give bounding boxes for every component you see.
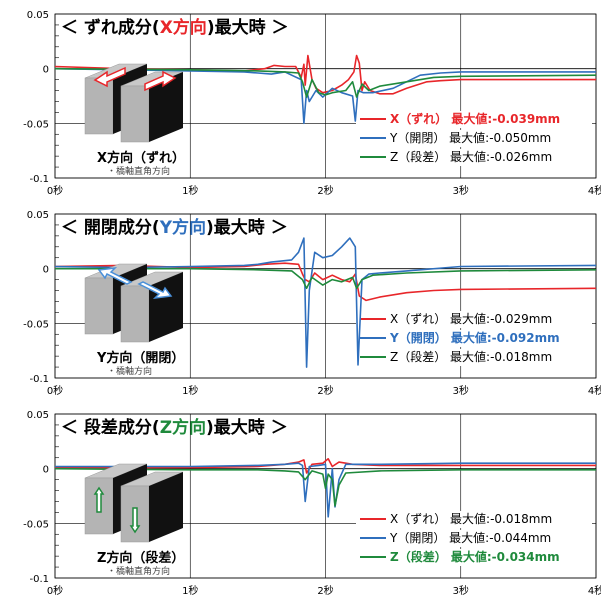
title-text: ＜ 開閉成分( — [61, 217, 160, 238]
legend-entry: Z（段差） 最大値:-0.018mm — [390, 349, 552, 364]
legend-entry: Y（開閉） 最大値:-0.092mm — [389, 330, 560, 345]
plot-frame — [54, 213, 597, 379]
series-line — [54, 67, 596, 125]
x-tick-label: 3秒 — [453, 184, 469, 197]
series-line — [55, 267, 597, 290]
right-block-side — [149, 472, 183, 542]
y-tick-label: -0.1 — [29, 574, 49, 585]
legend-entry: X（ずれ） 最大値:-0.018mm — [390, 511, 552, 526]
title-text: ＜ ずれ成分( — [61, 17, 160, 38]
y-tick-label: -0.05 — [23, 319, 49, 330]
series-line — [54, 67, 597, 98]
y-tick-label: -0.1 — [29, 174, 49, 185]
block-illustration — [84, 63, 184, 143]
series-line — [54, 467, 596, 507]
title-text: )最大時 ＞ — [207, 17, 289, 38]
left-block-front — [84, 277, 114, 335]
z-direction-arrow-icon — [129, 507, 141, 534]
y-tick-label: -0.05 — [23, 119, 49, 130]
series-line — [55, 462, 596, 518]
x-tick-label: 0秒 — [47, 184, 63, 197]
x-direction-arrow-icon — [93, 66, 126, 88]
right-block-side — [149, 72, 183, 142]
x-tick-label: 4秒 — [588, 184, 601, 197]
block-illustration — [84, 463, 184, 543]
series-line — [54, 237, 597, 368]
legend-entry: Z（段差） 最大値:-0.034mm — [390, 549, 560, 564]
left-block-front — [84, 77, 114, 135]
block-sublabel: ・橋軸方向 — [107, 365, 152, 377]
legend-entry: Y（開閉） 最大値:-0.044mm — [389, 530, 551, 545]
block-label: Z方向（段差） — [97, 550, 184, 566]
y-tick-label: 0.05 — [27, 10, 49, 21]
x-tick-label: 3秒 — [453, 384, 469, 397]
title-accent: Y方向 — [159, 217, 206, 238]
legend-bg — [356, 349, 592, 366]
legend-entry: Y（開閉） 最大値:-0.050mm — [389, 130, 551, 145]
chart-panel-2: 0.05 0 -0.05 -0.10秒 1秒 2秒 3秒 4秒 X（ずれ） 最大値:-0.029… — [23, 210, 601, 397]
y-tick-label: 0 — [43, 465, 49, 476]
x-tick-label: 4秒 — [588, 584, 601, 597]
x-direction-arrow-icon — [144, 70, 177, 92]
legend-bg — [356, 530, 592, 547]
title-text: )最大時 ＞ — [206, 417, 288, 438]
z-direction-arrow-icon — [93, 486, 105, 513]
chart-title: ＜ ずれ成分(X方向)最大時 ＞ — [61, 17, 289, 38]
x-tick-label: 2秒 — [317, 384, 333, 397]
y-tick-label: 0.05 — [27, 410, 49, 421]
legend-entry: X（ずれ） 最大値:-0.039mm — [390, 111, 560, 126]
x-tick-label: 2秒 — [317, 584, 333, 597]
y-direction-arrow-icon — [97, 266, 133, 285]
title-accent: X方向 — [160, 17, 207, 38]
x-tick-label: 4秒 — [588, 384, 601, 397]
title-accent: Z方向 — [160, 417, 206, 438]
chart-panel-1: 0.05 0 -0.05 -0.10秒 1秒 2秒 3秒 4秒 X（ずれ） 最大値:-0.039… — [23, 10, 601, 197]
y-tick-label: 0.05 — [27, 210, 49, 221]
block-label: X方向（ずれ） — [97, 150, 185, 166]
title-text: )最大時 ＞ — [206, 217, 288, 238]
block-sublabel: ・橋軸直角方向 — [107, 565, 170, 577]
plot-frame — [54, 13, 597, 179]
series-line — [54, 54, 596, 95]
legend-bg — [356, 130, 592, 147]
y-tick-label: 0 — [43, 265, 49, 276]
chart-panel-3: 0.05 0 -0.05 -0.10秒 1秒 2秒 3秒 4秒 X（ずれ） 最大値:-0.018… — [23, 410, 601, 597]
right-block-front — [120, 85, 150, 143]
chart-title: ＜ 開閉成分(Y方向)最大時 ＞ — [61, 217, 288, 238]
x-tick-label: 3秒 — [453, 584, 469, 597]
block-sublabel: ・橋軸直角方向 — [107, 165, 170, 177]
y-tick-label: -0.05 — [23, 519, 49, 530]
legend-bg — [356, 111, 592, 128]
chart-title: ＜ 段差成分(Z方向)最大時 ＞ — [61, 417, 288, 438]
x-tick-label: 0秒 — [47, 384, 63, 397]
x-tick-label: 1秒 — [182, 384, 198, 397]
x-tick-label: 1秒 — [182, 184, 198, 197]
legend-entry: Z（段差） 最大値:-0.026mm — [390, 149, 552, 164]
legend-entry: X（ずれ） 最大値:-0.029mm — [390, 311, 552, 326]
legend-bg — [356, 549, 592, 566]
x-tick-label: 2秒 — [317, 184, 333, 197]
y-tick-label: 0 — [43, 65, 49, 76]
y-tick-label: -0.1 — [29, 374, 49, 385]
right-block-front — [120, 285, 150, 343]
legend-bg — [356, 330, 592, 347]
legend-bg — [356, 311, 592, 328]
legend-bg — [356, 149, 592, 166]
block-illustration — [84, 263, 184, 343]
x-tick-label: 0秒 — [47, 584, 63, 597]
legend-bg — [356, 511, 592, 528]
plot-frame — [54, 413, 597, 579]
title-text: ＜ 段差成分( — [61, 417, 160, 438]
block-label: Y方向（開閉） — [96, 350, 184, 366]
y-direction-arrow-icon — [137, 281, 173, 300]
x-tick-label: 1秒 — [182, 584, 198, 597]
